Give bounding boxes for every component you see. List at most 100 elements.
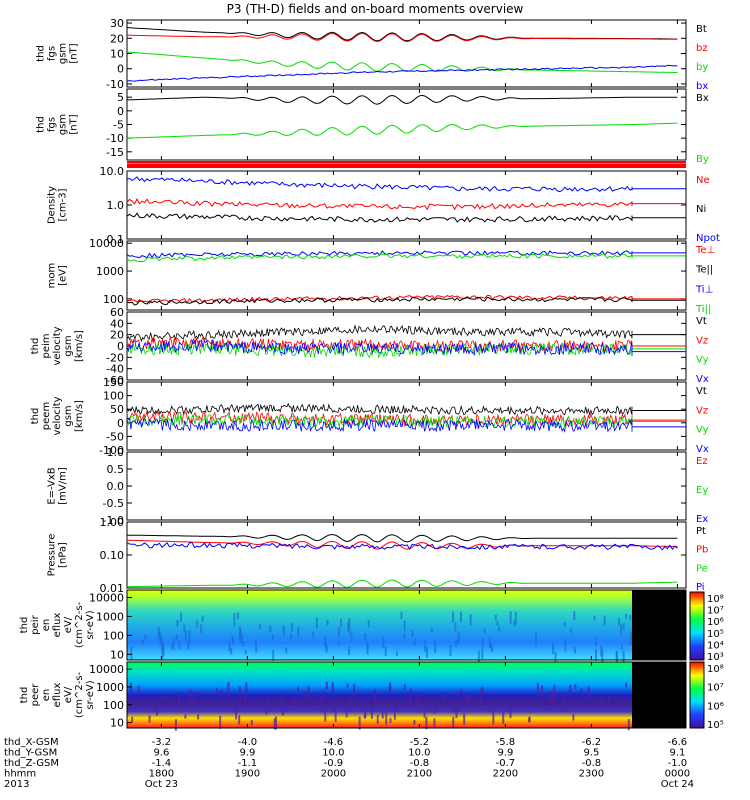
spectrogram-speckle [376,714,379,724]
spectrogram-speckle [587,686,590,699]
y-tick-label: 20 [110,32,124,45]
colorbar-tick-label: 10⁵ [707,720,724,731]
series-line [126,64,678,82]
spectrogram-speckle [625,682,628,688]
series-line [126,212,633,223]
spectrogram-speckle [452,611,455,623]
spectrogram-speckle [423,640,426,652]
y-tick-label: 30 [110,17,124,30]
spectrogram-speckle [160,638,163,651]
series-line [126,250,633,259]
y-axis-label: eV/ [63,686,74,703]
spectrogram-speckle [529,698,532,705]
y-axis-label: en [41,619,52,632]
spectrogram-speckle [554,651,557,663]
orbit-value: 1900 [235,769,260,780]
y-tick-label: 5 [117,91,124,104]
spectrogram-speckle [465,695,468,709]
spectrogram-speckle [364,633,367,641]
colorbar-tick-label: 10⁸ [707,664,724,675]
spectrogram-speckle [307,685,310,700]
spectrogram-speckle [504,701,507,706]
spectrogram-speckle [325,681,328,690]
spectrogram-speckle [481,686,484,693]
spectrogram-speckle [449,644,452,657]
spectrogram-speckle [184,714,187,719]
colorbar-electron [689,661,705,729]
orbit-value: 9.1 [669,748,685,759]
y-tick-label: -20 [106,351,124,364]
spectrogram-speckle [367,620,370,628]
spectrogram-speckle [338,627,341,638]
spectrogram-speckle [334,710,337,722]
orbit-value: -0.8 [410,758,430,769]
legend-label: Ti⊥ [695,284,713,295]
y-axis-label: eflux [52,683,63,708]
spectrogram-speckle [269,625,272,632]
spectrogram-speckle [481,637,484,649]
spectrogram-speckle [454,700,457,713]
orbit-value: -0.8 [582,758,602,769]
spectrogram-speckle [469,614,472,626]
series-line [126,198,633,211]
y-tick-label: 10 [110,717,124,730]
spectrogram-speckle [238,686,241,700]
series-line [126,253,633,263]
series-line [126,542,678,551]
spectrogram-speckle [600,645,603,657]
spectrogram-speckle [364,706,367,718]
spectrogram-speckle [346,683,349,688]
spectrogram-speckle [384,646,387,657]
spectrogram-speckle [176,619,179,627]
spectrogram-speckle [337,699,340,707]
y-tick-label: -10 [106,132,124,145]
colorbar-tick-label: 10⁶ [707,617,724,628]
colorbar-tick-label: 10³ [707,652,724,663]
legend-label: Bt [696,24,707,35]
series-line [126,414,633,429]
legend-label: Te|| [695,265,713,276]
y-tick-label: 1000 [96,681,124,694]
spectrogram-speckle [514,611,517,626]
spectrogram-speckle [130,646,133,660]
spectrogram-speckle [281,702,284,716]
spectrogram-speckle [494,614,497,621]
spectrogram-speckle [629,631,632,646]
y-axis-label: peem [41,402,52,430]
orbit-value: -6.6 [668,737,688,748]
spectrogram-speckle [593,615,596,621]
spectrogram-speckle [290,623,293,632]
legend-label: Vz [696,405,708,416]
legend-label: Ne [696,175,710,186]
spectrogram-speckle [227,692,230,698]
spectrogram-speckle [564,638,567,652]
spectrogram-speckle [177,694,180,707]
spectrogram-speckle [272,704,275,709]
series-line [126,176,633,193]
colorbar-tick-label: 10⁶ [707,701,724,712]
y-axis-label: [km/s] [74,330,85,362]
y-tick-label: -10 [106,78,124,91]
spectrogram-speckle [316,692,319,699]
spectrogram-speckle [193,692,196,705]
spectrogram-speckle [265,701,268,715]
spectrogram-speckle [572,714,575,721]
series-line [126,51,678,73]
legend-label: Pt [696,526,706,537]
spectrogram-speckle [219,715,222,729]
panel-frame [126,240,687,311]
spectrogram-speckle [345,704,348,718]
y-tick-label: 100 [103,293,124,306]
y-axis-label: thd [19,687,30,704]
spectrogram-speckle [230,647,233,655]
y-tick-label: 60 [110,306,124,319]
y-axis-label: thd [19,617,30,634]
legend-label: Vt [696,386,707,397]
spectrogram-speckle [467,693,470,703]
y-axis-label: en [41,689,52,702]
spectrogram-speckle [197,714,200,720]
spectrogram-speckle [535,631,538,646]
spectrogram-speckle [227,682,230,694]
orbit-value: -3.2 [152,737,172,748]
